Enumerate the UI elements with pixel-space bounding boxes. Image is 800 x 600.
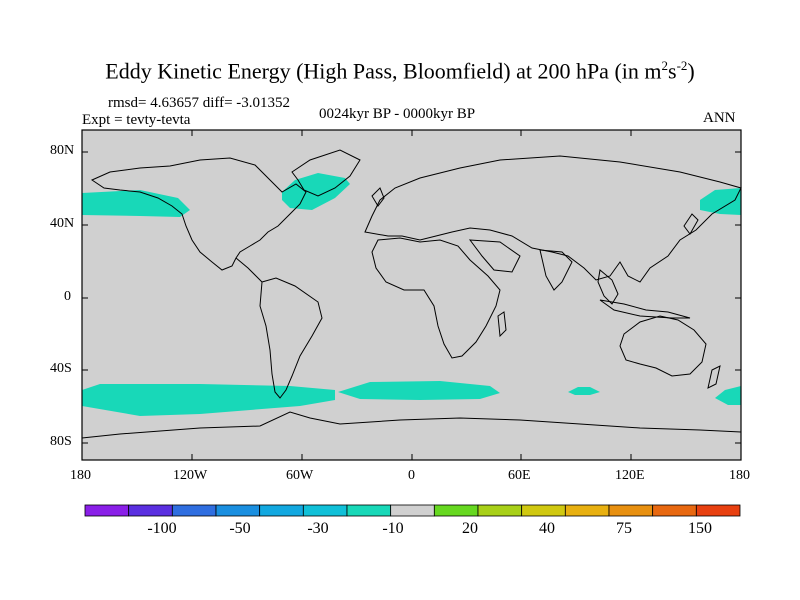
coast-uk — [371, 187, 385, 207]
coast-japan — [683, 213, 699, 235]
coast-australia — [619, 315, 707, 377]
colorbar-swatch — [390, 504, 435, 517]
lat-label-40n: 40N — [50, 216, 75, 231]
colorbar-label: -10 — [382, 520, 404, 537]
colorbar-label: -100 — [147, 520, 177, 537]
lat-label-80n: 80N — [50, 143, 75, 158]
anomaly-southern-ocean-atlantic — [338, 381, 500, 400]
lat-label-40s: 40S — [50, 361, 72, 376]
colorbar-swatch — [477, 504, 523, 517]
lon-label-60w: 60W — [286, 468, 314, 483]
coast-madagascar — [497, 311, 507, 338]
lon-label-180e: 180 — [729, 468, 750, 483]
colorbar-label: -30 — [307, 520, 329, 537]
colorbar-label: 150 — [688, 520, 712, 537]
colorbar-swatch — [433, 504, 479, 517]
experiment-label: Expt = tevty-tevta — [82, 112, 191, 128]
anomaly-north-pacific-east — [82, 190, 190, 217]
lon-label-120e: 120E — [615, 468, 645, 483]
period-label: 0024kyr BP - 0000kyr BP — [319, 106, 476, 122]
colorbar-swatch — [128, 504, 173, 517]
colorbar-swatch — [521, 504, 566, 517]
anomaly-regions — [82, 173, 741, 416]
axis-ticks — [82, 130, 741, 460]
colorbar-label: 75 — [616, 520, 632, 537]
lon-label-180w: 180 — [70, 468, 91, 483]
plot-title: Eddy Kinetic Energy (High Pass, Bloomfie… — [105, 58, 695, 84]
season-label: ANN — [703, 110, 736, 126]
colorbar-swatch — [652, 504, 697, 517]
coast-central-america — [235, 257, 263, 283]
anomaly-north-pacific-west — [700, 188, 741, 215]
anomaly-southern-ocean-east — [715, 386, 741, 405]
colorbar-swatch — [259, 504, 304, 517]
colorbar-swatch — [215, 504, 261, 517]
coast-india — [539, 249, 573, 291]
lon-label-0: 0 — [408, 468, 415, 483]
colorbar-swatch — [564, 504, 610, 517]
colorbar-label: 40 — [539, 520, 555, 537]
colorbar-swatch — [84, 504, 130, 517]
lat-label-80s: 80S — [50, 434, 72, 449]
colorbar-swatch — [302, 504, 348, 517]
colorbar-swatch — [171, 504, 217, 517]
anomaly-southern-indian — [568, 387, 600, 395]
coast-antarctica — [81, 411, 742, 439]
coast-greenland — [291, 149, 361, 197]
lon-label-60e: 60E — [508, 468, 531, 483]
colorbar — [84, 504, 741, 517]
coast-new-zealand — [707, 365, 721, 389]
anomaly-southern-ocean-pacific — [82, 384, 335, 416]
colorbar-swatch — [346, 504, 392, 517]
coast-arabia — [468, 239, 521, 273]
stats-label: rmsd= 4.63657 diff= -3.01352 — [108, 95, 291, 111]
lat-label-0: 0 — [64, 289, 71, 304]
coast-africa — [371, 237, 501, 359]
coast-south-america — [259, 277, 323, 399]
coast-southeast-asia — [597, 269, 619, 305]
coastlines — [81, 149, 742, 439]
colorbar-swatch — [695, 504, 741, 517]
coast-indonesia — [599, 299, 691, 319]
colorbar-swatch — [608, 504, 654, 517]
lon-label-120w: 120W — [173, 468, 208, 483]
coast-eurasia — [364, 155, 742, 283]
colorbar-label: -50 — [229, 520, 251, 537]
colorbar-label: 20 — [462, 520, 478, 537]
coast-north-america — [90, 157, 307, 271]
